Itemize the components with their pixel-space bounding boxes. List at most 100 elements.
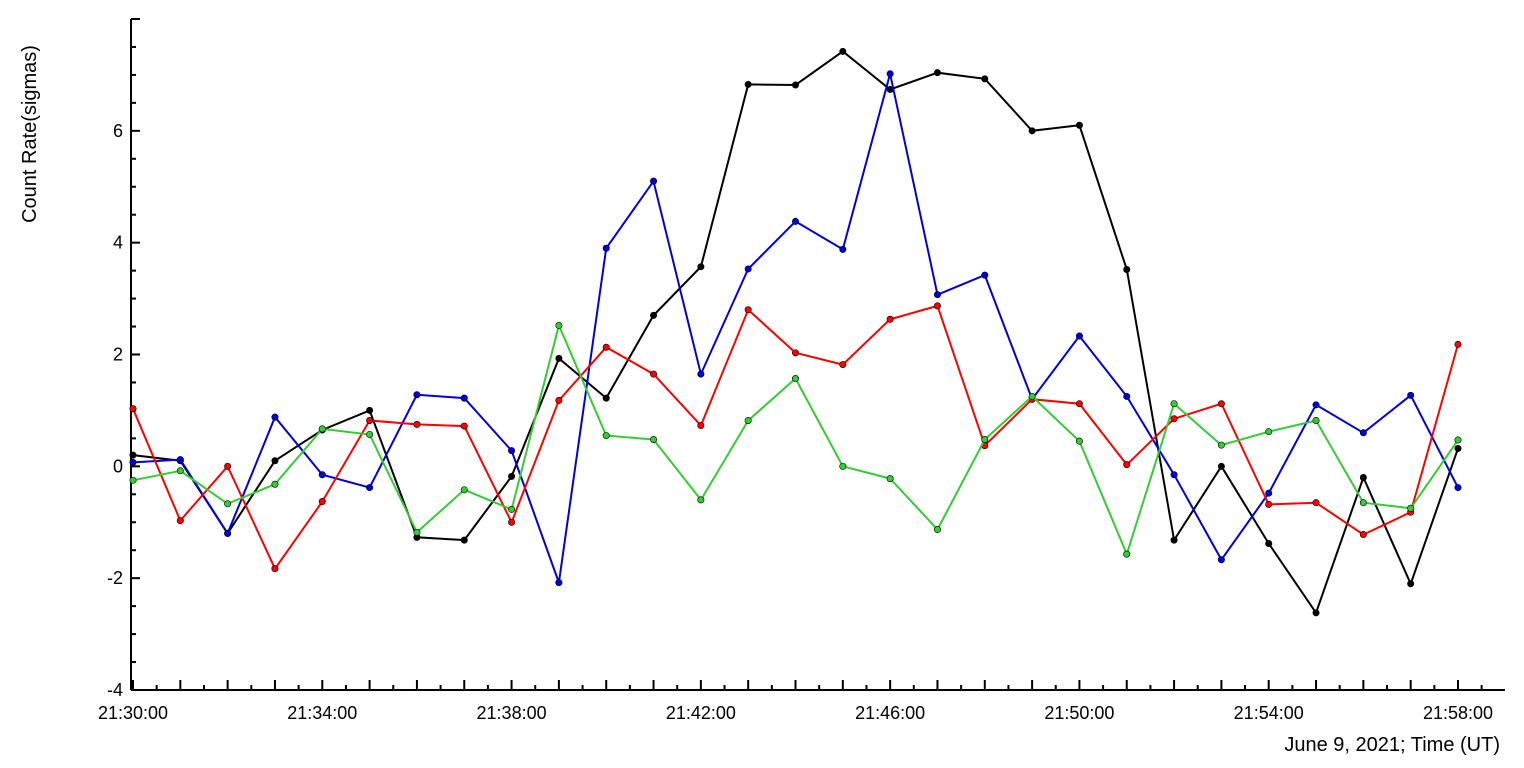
data-point bbox=[1170, 536, 1178, 544]
data-point bbox=[129, 476, 137, 484]
x-tick-label: 21:30:00 bbox=[98, 703, 168, 723]
data-point bbox=[129, 451, 137, 459]
data-point bbox=[271, 413, 279, 421]
data-point bbox=[933, 302, 941, 310]
data-point bbox=[839, 245, 847, 253]
data-point bbox=[1265, 428, 1273, 436]
series-2 bbox=[129, 70, 1462, 587]
data-point bbox=[413, 528, 421, 536]
data-point bbox=[1265, 500, 1273, 508]
data-point bbox=[839, 47, 847, 55]
data-point bbox=[602, 394, 610, 402]
data-point bbox=[1312, 499, 1320, 507]
x-tick-label: 21:50:00 bbox=[1044, 703, 1114, 723]
data-point bbox=[1359, 474, 1367, 482]
data-point bbox=[886, 475, 894, 483]
y-tick-label: 4 bbox=[113, 233, 123, 253]
data-point bbox=[744, 416, 752, 424]
data-point bbox=[602, 244, 610, 252]
data-point bbox=[1028, 392, 1036, 400]
y-tick-label: -2 bbox=[107, 568, 123, 588]
data-point bbox=[650, 311, 658, 319]
data-point bbox=[744, 80, 752, 88]
data-point bbox=[697, 263, 705, 271]
data-point bbox=[1217, 441, 1225, 449]
data-point bbox=[508, 518, 516, 526]
data-point bbox=[460, 394, 468, 402]
data-point bbox=[1170, 415, 1178, 423]
data-point bbox=[1454, 444, 1462, 452]
data-point bbox=[981, 271, 989, 279]
x-tick-label: 21:58:00 bbox=[1423, 703, 1493, 723]
data-point bbox=[1359, 429, 1367, 437]
data-point bbox=[1075, 332, 1083, 340]
data-point bbox=[318, 498, 326, 506]
data-point bbox=[602, 432, 610, 440]
data-point bbox=[839, 462, 847, 470]
data-point bbox=[791, 81, 799, 89]
data-point bbox=[1265, 489, 1273, 497]
data-point bbox=[1217, 556, 1225, 564]
data-point bbox=[886, 315, 894, 323]
data-point bbox=[129, 458, 137, 466]
data-point bbox=[1312, 416, 1320, 424]
series-3 bbox=[129, 302, 1462, 573]
data-point bbox=[555, 321, 563, 329]
data-point bbox=[413, 420, 421, 428]
y-tick-label: 6 bbox=[113, 121, 123, 141]
data-point bbox=[1359, 499, 1367, 507]
data-point bbox=[791, 217, 799, 225]
data-point bbox=[1359, 531, 1367, 539]
y-tick-label: 2 bbox=[113, 345, 123, 365]
data-point bbox=[1312, 609, 1320, 617]
data-point bbox=[176, 456, 184, 464]
y-axis-label: Count Rate(sigmas) bbox=[19, 45, 41, 223]
data-point bbox=[1075, 400, 1083, 408]
data-point bbox=[271, 480, 279, 488]
data-point bbox=[1454, 436, 1462, 444]
data-point bbox=[839, 361, 847, 369]
data-point bbox=[224, 529, 232, 537]
data-point bbox=[318, 425, 326, 433]
data-point bbox=[555, 579, 563, 587]
data-point bbox=[508, 447, 516, 455]
y-tick-label: -4 bbox=[107, 680, 123, 700]
data-point bbox=[886, 70, 894, 78]
data-point bbox=[508, 472, 516, 480]
data-point bbox=[602, 343, 610, 351]
data-point bbox=[366, 430, 374, 438]
data-point bbox=[1123, 266, 1131, 274]
data-point bbox=[318, 471, 326, 479]
data-point bbox=[224, 462, 232, 470]
data-point bbox=[555, 354, 563, 362]
data-point bbox=[791, 349, 799, 357]
data-point bbox=[1312, 401, 1320, 409]
data-point bbox=[1217, 462, 1225, 470]
y-tick-label: 0 bbox=[113, 456, 123, 476]
data-point bbox=[460, 536, 468, 544]
data-point bbox=[1123, 392, 1131, 400]
data-point bbox=[697, 496, 705, 504]
x-tick-label: 21:34:00 bbox=[287, 703, 357, 723]
data-point bbox=[1265, 539, 1273, 547]
x-tick-label: 21:46:00 bbox=[855, 703, 925, 723]
data-point bbox=[460, 486, 468, 494]
data-point bbox=[508, 505, 516, 513]
axes: -4 -2 0 2 4 6 21:30:00 21:34:00 21:38:00 21:42:00… bbox=[98, 18, 1505, 723]
series-layer bbox=[129, 47, 1462, 617]
data-point bbox=[460, 422, 468, 430]
data-point bbox=[791, 375, 799, 383]
series-line bbox=[132, 50, 1459, 615]
data-point bbox=[650, 435, 658, 443]
data-point bbox=[1407, 391, 1415, 399]
data-point bbox=[176, 467, 184, 475]
data-point bbox=[1454, 484, 1462, 492]
data-point bbox=[1123, 461, 1131, 469]
series-line bbox=[132, 73, 1459, 583]
data-point bbox=[271, 457, 279, 465]
data-point bbox=[933, 291, 941, 299]
data-point bbox=[933, 69, 941, 77]
data-point bbox=[224, 500, 232, 508]
